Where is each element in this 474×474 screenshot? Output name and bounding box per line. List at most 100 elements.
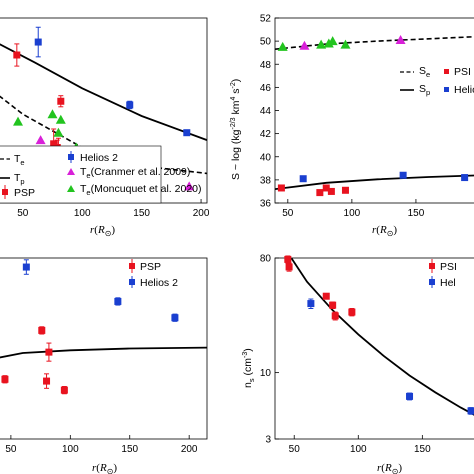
helios-point <box>299 175 307 183</box>
x-tick-label: 50 <box>17 208 29 219</box>
legend-helios-text: Hel <box>440 277 456 289</box>
data-points <box>284 255 474 415</box>
psp-point <box>60 386 68 394</box>
y-label: S ~ log (kg-2/3 km4 s-2) <box>230 79 242 180</box>
x-label: r(R⊙) <box>90 224 115 238</box>
x-label: r(R⊙) <box>92 462 117 474</box>
panel-ratio: 50 100 150 200 PSP Helios 2 r(R⊙) <box>0 257 208 474</box>
model-curve-solid <box>0 346 207 359</box>
legend-tp-text: Tp <box>14 172 25 186</box>
psp-point <box>13 51 21 59</box>
legend-cranmer-text: Te(Cranmer et al. 2009) <box>80 166 190 180</box>
legend-moncuquet-marker <box>67 185 75 192</box>
model-curves <box>290 258 474 416</box>
y-tick-label: 40 <box>260 152 272 163</box>
y-tick-label: 80 <box>260 254 272 265</box>
legend-te-text: Te <box>14 153 25 167</box>
psp-point <box>43 377 51 385</box>
psp-point <box>322 184 330 192</box>
panel-entropy: 50 100 150 36 38 40 42 44 46 48 50 52 Se PSI Sp He… <box>230 14 474 238</box>
legend-sp-text: Sp <box>419 83 430 97</box>
x-tick-label: 50 <box>5 444 17 455</box>
y-tick-label: 10 <box>260 368 272 379</box>
y-axis: 36 38 40 42 44 46 48 50 52 <box>260 14 279 210</box>
legend: Te Tp PSP Helios 2 Te(Cranmer et al. 200… <box>0 145 202 204</box>
x-tick-label: 150 <box>133 208 150 219</box>
y-tick-label: 48 <box>260 60 272 71</box>
moncuquet-point <box>323 38 334 48</box>
panel-temperature: 50 100 150 200 Te Tp PSP Helios 2 Te(Cranme… <box>0 17 210 238</box>
y-tick-label: 36 <box>260 199 272 210</box>
x-tick-label: 100 <box>344 208 361 219</box>
helios-point <box>171 314 179 322</box>
legend: PSP Helios 2 <box>129 259 178 289</box>
helios-point <box>22 263 30 271</box>
panel-density: 50 100 150 3 10 80 PSI Hel r(R⊙) ns (cm-3) <box>242 254 474 474</box>
moncuquet-point <box>55 114 66 124</box>
legend-box <box>0 145 162 204</box>
helios-point <box>183 129 191 137</box>
x-tick-label: 150 <box>414 444 431 455</box>
x-tick-label: 200 <box>193 208 210 219</box>
moncuquet-point <box>13 116 24 126</box>
helios-point <box>114 297 122 305</box>
helios-point <box>406 392 414 400</box>
x-tick-label: 100 <box>350 444 367 455</box>
cranmer-point <box>395 34 406 44</box>
x-axis: 50 100 150 <box>282 199 425 219</box>
moncuquet-point <box>53 127 64 137</box>
moncuquet-point <box>47 109 58 119</box>
legend-psp-text: PSP <box>14 187 35 199</box>
helios-point <box>467 407 474 415</box>
x-tick-label: 100 <box>74 208 91 219</box>
x-tick-label: 150 <box>408 208 425 219</box>
helios-point <box>399 171 407 179</box>
psp-point <box>38 326 46 334</box>
legend-helios-text: Helio <box>454 84 474 96</box>
cranmer-point <box>35 135 46 145</box>
legend-psp-text: PSP <box>140 261 161 273</box>
psp-point <box>45 348 53 356</box>
y-tick-label: 44 <box>260 106 272 117</box>
x-axis: 50 100 150 <box>289 435 431 455</box>
cranmer-point <box>184 181 195 191</box>
helios-point <box>126 101 134 109</box>
x-tick-label: 150 <box>121 444 138 455</box>
model-curves <box>275 35 474 190</box>
y-tick-label: 46 <box>260 83 272 94</box>
legend-psp-text: PSI <box>454 66 471 78</box>
psp-point <box>316 189 324 197</box>
x-tick-label: 200 <box>181 444 198 455</box>
helios-point <box>307 300 315 308</box>
psp-point <box>329 301 337 309</box>
psp-point <box>50 140 58 148</box>
legend-helios-marker <box>444 87 449 92</box>
psp-point <box>285 263 293 271</box>
model-curve-solid <box>290 258 474 416</box>
psp-point <box>57 97 65 105</box>
psp-point <box>322 292 330 300</box>
psp-point <box>341 186 349 194</box>
moncuquet-point <box>316 39 327 49</box>
y-tick-label: 52 <box>260 14 272 25</box>
model-curve-solid <box>275 174 474 190</box>
data-points <box>1 259 179 395</box>
x-tick-label: 50 <box>282 208 294 219</box>
legend-psp-text: PSI <box>440 261 457 273</box>
x-tick-label: 50 <box>289 444 301 455</box>
moncuquet-point <box>340 39 351 49</box>
model-curves <box>0 346 207 359</box>
model-curve-solid <box>0 43 207 141</box>
x-label: r(R⊙) <box>377 462 402 474</box>
y-tick-label: 42 <box>260 129 272 140</box>
moncuquet-point <box>277 41 288 51</box>
legend-cranmer-marker <box>67 168 75 175</box>
axes-frame <box>274 257 474 440</box>
legend-helios-text: Helios 2 <box>140 277 178 289</box>
data-points <box>277 34 469 197</box>
y-label: ns (cm-3) <box>242 348 256 388</box>
legend-se-text: Se <box>419 65 430 79</box>
helios-point <box>34 38 42 46</box>
x-axis: 50 100 150 200 <box>5 435 198 455</box>
